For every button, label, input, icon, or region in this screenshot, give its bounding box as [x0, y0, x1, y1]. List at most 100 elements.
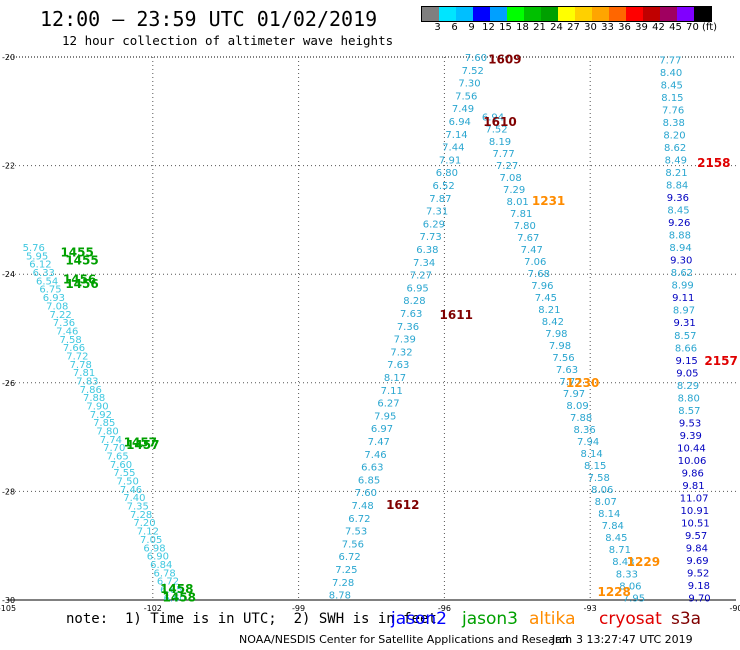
- east-track-value: 10.91: [680, 506, 709, 517]
- east-track-value: 8.62: [664, 143, 686, 154]
- ascending-track-value: 7.48: [351, 501, 373, 512]
- ascending-track-value: 6.94: [449, 117, 471, 128]
- ascending-track-value: 7.91: [439, 155, 461, 166]
- lon-tick-label: -93: [584, 604, 597, 613]
- east-track-value: 8.29: [677, 381, 699, 392]
- descending-track-value: 8.19: [489, 137, 511, 148]
- color-scale-label: 18: [516, 22, 529, 33]
- jason3-time-label: 1457: [124, 436, 157, 450]
- east-track-value: 8.66: [675, 343, 697, 354]
- ascending-track-value: 7.95: [374, 411, 396, 422]
- descending-track-value: 7.96: [531, 281, 553, 292]
- color-scale-label: 15: [499, 22, 512, 33]
- ascending-track-value: 7.30: [458, 79, 480, 90]
- ascending-track-value: 8.17: [384, 373, 406, 384]
- jason3-west-value: 6.60: [164, 593, 186, 604]
- pass-time-label: 1231: [532, 194, 565, 208]
- east-track-value: 8.57: [678, 406, 700, 417]
- ascending-track-value: 7.28: [332, 578, 354, 589]
- color-swatch: [524, 7, 541, 21]
- jason3-west-value: 7.46: [56, 326, 78, 337]
- jason3-west-value: 6.65: [160, 585, 182, 596]
- jason3-west-value: 5.95: [26, 251, 48, 262]
- jason3-west-value: 6.72: [157, 577, 179, 588]
- ascending-track-value: 6.97: [371, 424, 393, 435]
- ascending-track-value: 7.52: [462, 66, 484, 77]
- east-track-value: 9.81: [682, 481, 704, 492]
- east-track-value: 8.40: [660, 68, 682, 79]
- east-track-value: 8.62: [671, 268, 693, 279]
- ascending-track-value: 6.63: [361, 463, 383, 474]
- footer-credit: NOAA/NESDIS Center for Satellite Applica…: [239, 633, 573, 646]
- east-track-value: 8.15: [661, 93, 683, 104]
- jason3-west-value: 7.78: [70, 360, 92, 371]
- ascending-track-value: 7.49: [452, 104, 474, 115]
- east-track-value: 8.49: [665, 156, 687, 167]
- ascending-track-value: 7.25: [335, 565, 357, 576]
- descending-track-value: 8.14: [581, 449, 603, 460]
- color-swatch: [558, 7, 575, 21]
- descending-track-value: 8.06: [591, 485, 613, 496]
- color-scale-label: 24: [550, 22, 563, 33]
- descending-track-value: 8.42: [542, 317, 564, 328]
- descending-track-value: 7.45: [535, 293, 557, 304]
- lon-tick-label: -99: [292, 604, 305, 613]
- ascending-track-value: 7.56: [342, 539, 364, 550]
- pass-time-label: 1228: [597, 585, 630, 599]
- legend-item-jason3: jason3: [462, 609, 518, 629]
- east-track-value: 8.94: [669, 243, 691, 254]
- descending-track-value: 7.58: [588, 473, 610, 484]
- pass-time-label: 1611: [440, 308, 473, 322]
- jason3-west-value: 6.78: [153, 568, 175, 579]
- jason3-time-label: 1455: [60, 245, 93, 259]
- ascending-track-value: 7.34: [413, 258, 435, 269]
- color-scale-label: 39: [635, 22, 648, 33]
- jason3-west-value: 7.50: [117, 477, 139, 488]
- jason3-west-value: 7.20: [133, 518, 155, 529]
- ascending-track-value: 6.52: [432, 181, 454, 192]
- ascending-track-value: 6.85: [358, 475, 380, 486]
- color-scale-label: 70: [686, 22, 699, 33]
- jason3-west-value: 7.22: [49, 310, 71, 321]
- color-swatch: [541, 7, 558, 21]
- ascending-track-value: 7.53: [345, 527, 367, 538]
- descending-track-value: 7.29: [503, 185, 525, 196]
- descending-track-value: 7.47: [521, 245, 543, 256]
- jason3-west-value: 6.33: [33, 268, 55, 279]
- east-track-value: 9.57: [685, 531, 707, 542]
- pass-time-label: 1609: [488, 53, 521, 67]
- jason3-west-value: 7.08: [46, 301, 68, 312]
- ascending-track-value: 6.72: [348, 514, 370, 525]
- ascending-track-value: 7.14: [445, 130, 467, 141]
- ascending-track-value: 6.80: [436, 168, 458, 179]
- jason3-west-value: 7.05: [140, 535, 162, 546]
- color-scale-label: 36: [618, 22, 631, 33]
- descending-track-value: 7.68: [528, 269, 550, 280]
- color-swatch: [422, 7, 439, 21]
- descending-track-value: 8.36: [573, 425, 595, 436]
- east-track-value: 8.45: [667, 206, 689, 217]
- east-track-value: 7.77: [659, 56, 681, 67]
- descending-track-value: 7.95: [623, 593, 645, 604]
- ascending-track-value: 7.44: [442, 143, 464, 154]
- lat-tick-label: -30: [2, 596, 15, 605]
- jason3-time-label: 1456: [65, 277, 98, 291]
- ascending-track-value: 7.36: [397, 322, 419, 333]
- ascending-track-value: 7.56: [455, 91, 477, 102]
- color-scale-label: 45: [669, 22, 682, 33]
- descending-track-value: 7.08: [499, 173, 521, 184]
- color-swatch: [507, 7, 524, 21]
- east-track-value: 8.88: [669, 231, 691, 242]
- ascending-track-value: 8.28: [403, 296, 425, 307]
- descending-track-value: 8.45: [605, 533, 627, 544]
- ascending-track-value: 6.27: [377, 399, 399, 410]
- descending-track-value: 8.15: [584, 461, 606, 472]
- lon-tick-label: -90: [729, 604, 740, 613]
- color-swatch: [592, 7, 609, 21]
- descending-track-value: 8.21: [538, 305, 560, 316]
- lon-tick-label: -102: [144, 604, 162, 613]
- color-scale-label: 12: [482, 22, 495, 33]
- descending-track-value: 7.06: [524, 257, 546, 268]
- pass-time-label: 2158: [697, 156, 730, 170]
